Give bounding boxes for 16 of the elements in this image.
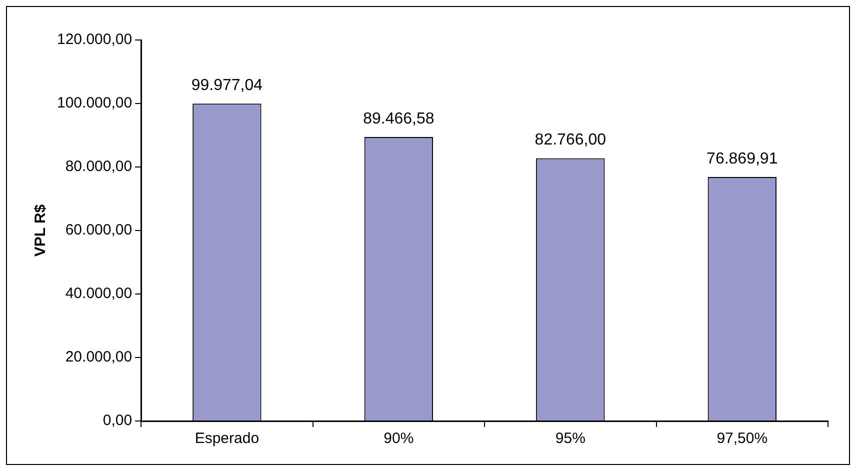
data-label: 99.977,04: [191, 76, 263, 94]
y-tick-label: 40.000,00: [65, 285, 132, 302]
y-tick-label: 20.000,00: [65, 348, 132, 366]
y-tick-label: 120.000,00: [56, 31, 132, 48]
y-axis-title: VPL R$: [32, 204, 50, 257]
y-tick-label: 80.000,00: [65, 158, 132, 176]
x-tick-label: Esperado: [194, 430, 260, 448]
y-tick-label: 60.000,00: [65, 222, 132, 239]
x-tick-label: 97,50%: [716, 430, 768, 448]
x-tick-label: 95%: [555, 430, 586, 448]
data-label: 82.766,00: [534, 132, 606, 149]
data-label: 89.466,58: [363, 110, 434, 128]
x-tick-label: 90%: [384, 430, 414, 448]
data-label: 76.869,91: [706, 150, 778, 168]
y-tick-label: 100.000,00: [56, 94, 132, 112]
y-tick-label: 0,00: [102, 412, 132, 430]
